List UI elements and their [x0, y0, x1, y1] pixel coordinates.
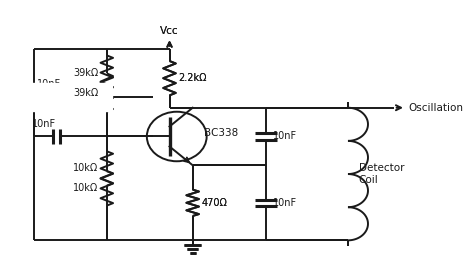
Text: BC338: BC338: [204, 128, 238, 137]
Text: Oscillation: Oscillation: [408, 103, 463, 113]
Text: 10kΩ: 10kΩ: [73, 183, 98, 193]
Text: 470Ω: 470Ω: [201, 198, 227, 208]
Text: 10kΩ: 10kΩ: [73, 164, 98, 174]
Text: 39kΩ: 39kΩ: [73, 68, 98, 77]
Text: Detector
Coil: Detector Coil: [359, 163, 404, 185]
Text: 2.2kΩ: 2.2kΩ: [178, 73, 207, 83]
Text: 2.2kΩ: 2.2kΩ: [178, 73, 207, 83]
Text: 470Ω: 470Ω: [201, 198, 227, 208]
Text: 10nF: 10nF: [37, 79, 61, 89]
Text: 39kΩ: 39kΩ: [73, 88, 98, 98]
Text: Vcc: Vcc: [160, 26, 179, 36]
Text: 10nF: 10nF: [32, 119, 56, 129]
Text: 10nF: 10nF: [273, 132, 297, 141]
Text: Vcc: Vcc: [160, 26, 179, 36]
Text: 10nF: 10nF: [273, 198, 297, 208]
